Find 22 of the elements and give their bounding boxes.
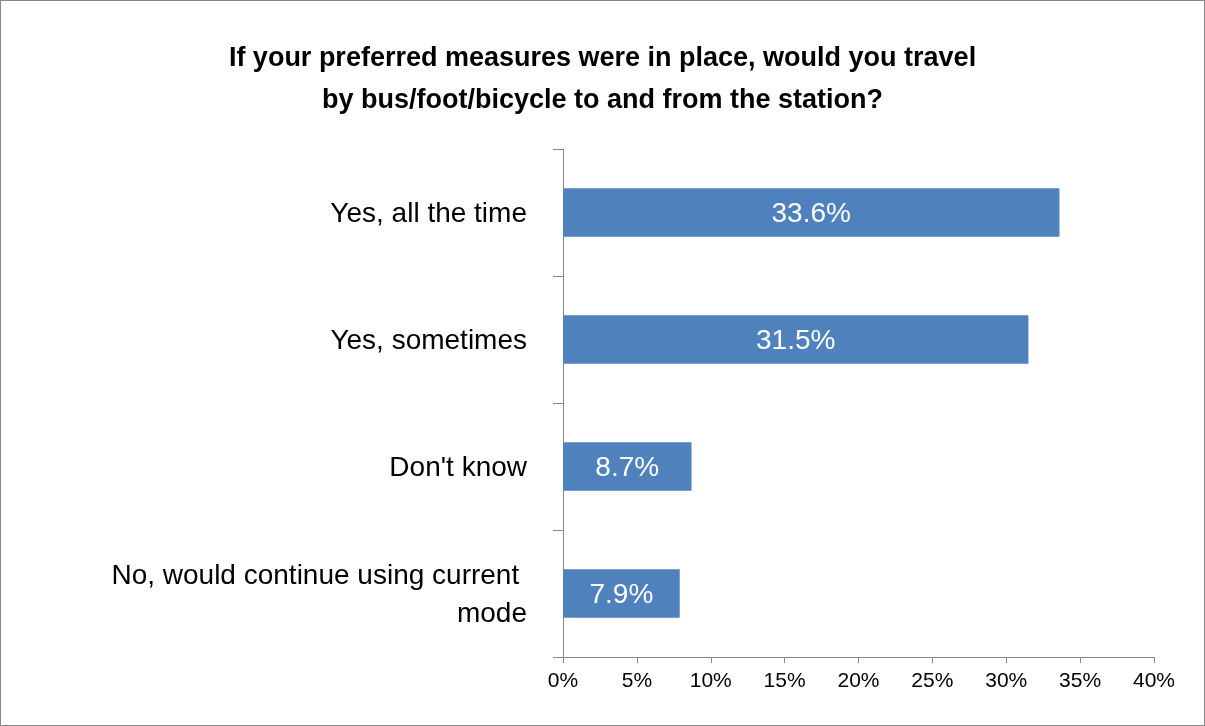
data-label: 7.9% bbox=[589, 578, 654, 609]
bar bbox=[563, 442, 692, 491]
y-tick-label: Don't know bbox=[389, 451, 528, 482]
x-tick-label: 5% bbox=[621, 668, 653, 691]
bar bbox=[563, 315, 1029, 364]
x-tick-label: 25% bbox=[911, 668, 954, 691]
bar bbox=[563, 569, 680, 618]
data-label: 31.5% bbox=[756, 324, 836, 355]
y-tick-label: No, would continue using current mode bbox=[111, 559, 527, 628]
chart-title: If your preferred measures were in place, would you travel by bus/foot/bicycle to and from the station? bbox=[228, 42, 977, 114]
x-tick-label: 10% bbox=[689, 668, 732, 691]
x-tick-label: 0% bbox=[547, 668, 579, 691]
y-tick-label: Yes, sometimes bbox=[330, 324, 527, 355]
data-label: 8.7% bbox=[595, 451, 660, 482]
x-tick-label: 35% bbox=[1059, 668, 1102, 691]
x-tick-label: 40% bbox=[1132, 668, 1176, 691]
x-tick-label: 20% bbox=[837, 668, 880, 691]
x-tick-label: 30% bbox=[985, 668, 1028, 691]
y-tick-label: Yes, all the time bbox=[330, 197, 527, 228]
data-label: 33.6% bbox=[771, 197, 851, 228]
x-tick-label: 15% bbox=[763, 668, 806, 691]
bar bbox=[563, 188, 1060, 237]
